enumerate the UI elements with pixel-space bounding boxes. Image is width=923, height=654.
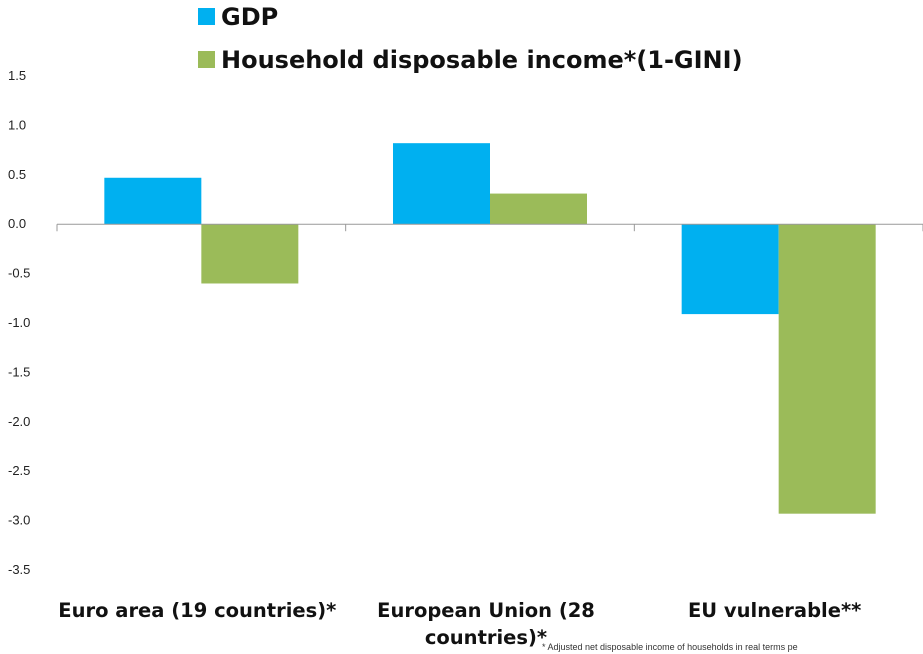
bar-series-1	[201, 224, 299, 284]
y-tick-label: 0.0	[8, 216, 26, 231]
bar-series-0	[681, 224, 779, 315]
category-label: EU vulnerable**	[688, 599, 861, 622]
legend-label: Household disposable income*(1-GINI)	[221, 46, 743, 74]
footnote: * Adjusted net disposable income of hous…	[542, 642, 798, 652]
y-axis: 1.5 1.0 0.5 0.0 -0.5 -1.0 -1.5 -2.0 -2.5 -3.0 -3.5	[8, 68, 30, 577]
y-tick-label: 1.5	[8, 68, 26, 83]
legend-label: GDP	[221, 3, 278, 31]
category-label: European Union (28	[377, 599, 595, 622]
x-axis	[56, 223, 923, 232]
bar-series-0	[393, 143, 490, 225]
bars	[104, 143, 876, 514]
y-tick-label: -3.0	[8, 513, 30, 528]
bar-series-1	[490, 193, 587, 225]
y-tick-label: -1.5	[8, 364, 30, 379]
y-tick-label: -2.5	[8, 463, 30, 478]
category-label: countries)*	[425, 626, 547, 649]
legend-swatch	[198, 51, 215, 68]
bar-series-0	[104, 177, 202, 225]
y-tick-label: 0.5	[8, 167, 26, 182]
y-tick-label: -0.5	[8, 266, 30, 281]
category-labels: Euro area (19 countries)* European Union …	[58, 599, 861, 649]
y-tick-label: -1.0	[8, 315, 30, 330]
y-tick-label: -2.0	[8, 414, 30, 429]
legend-swatch	[198, 8, 215, 25]
legend: GDP Household disposable income*(1-GINI)	[198, 3, 743, 74]
bar-series-1	[778, 224, 876, 514]
category-label: Euro area (19 countries)*	[58, 599, 336, 622]
y-tick-label: 1.0	[8, 117, 26, 132]
y-tick-label: -3.5	[8, 562, 30, 577]
